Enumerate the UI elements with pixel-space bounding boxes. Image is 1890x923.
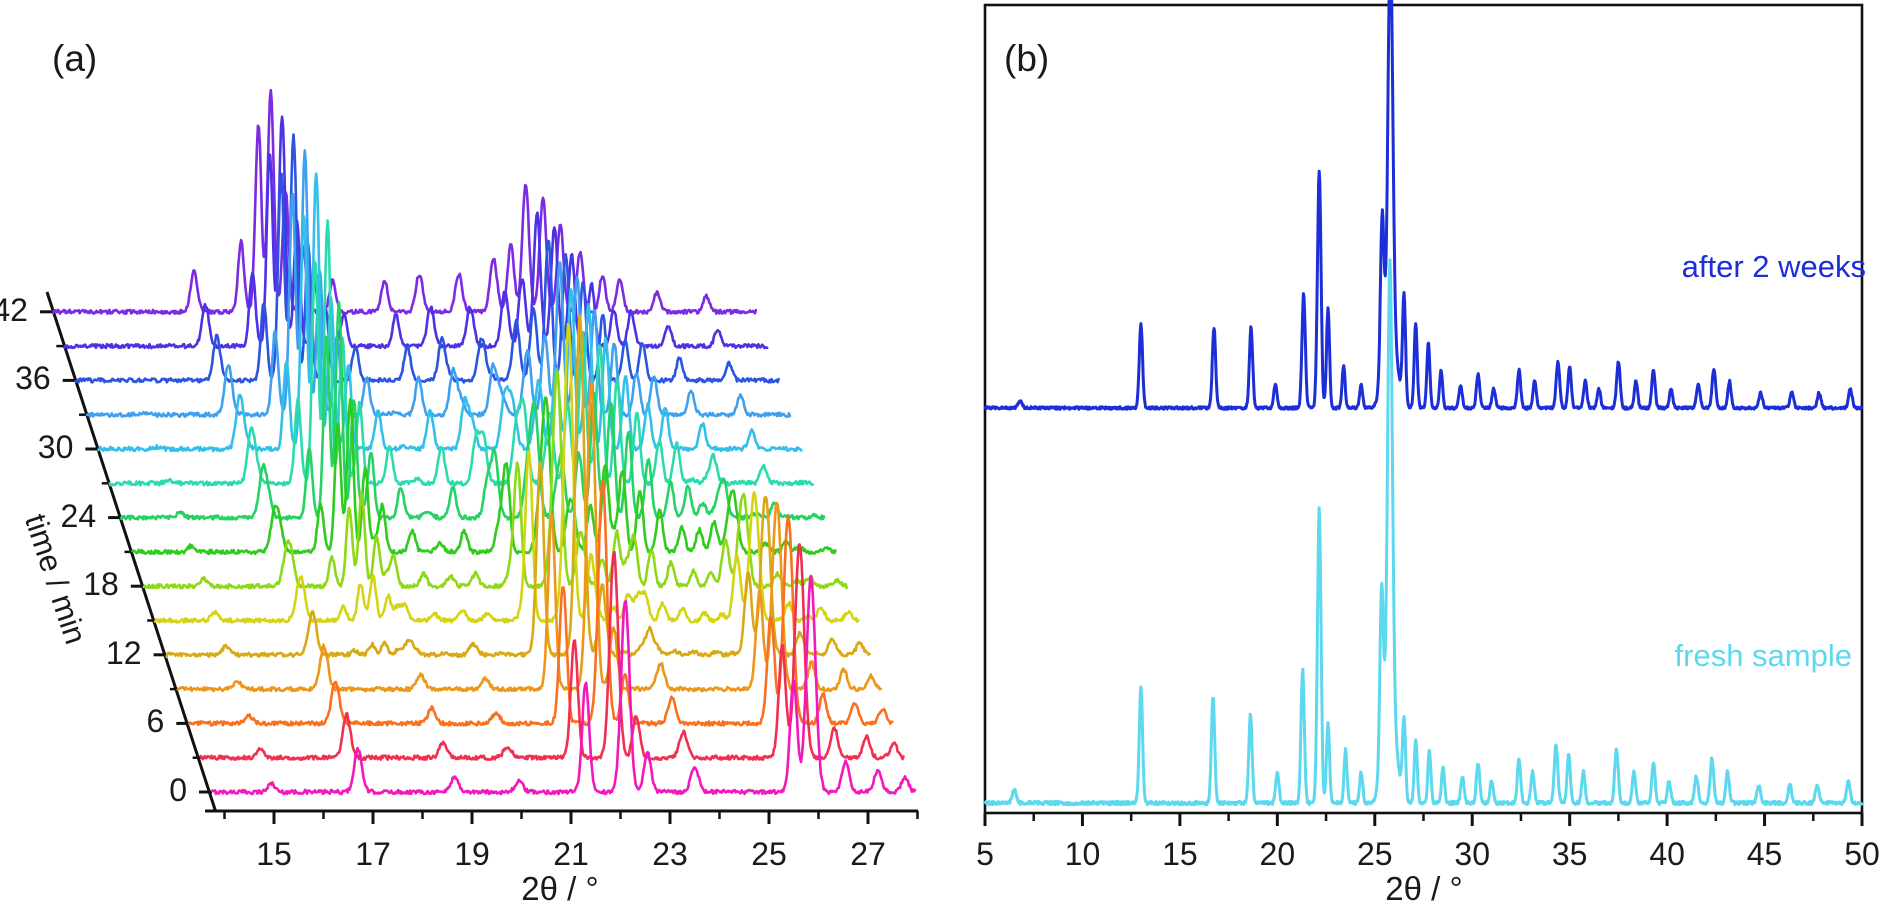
panel-a-time-tick-label: 6	[146, 703, 165, 740]
xrd-pattern-fresh-sample	[983, 258, 1864, 807]
panel-b-x-tick-label: 50	[1844, 836, 1880, 872]
panel-a-time-tick-label: 0	[169, 772, 187, 808]
xrd-pattern-after-2-weeks	[983, 0, 1864, 411]
xrd-waterfall-trace-t21	[131, 396, 837, 556]
panel-a-time-tick-label: 30	[37, 429, 74, 465]
xrd-waterfall-trace-t3	[199, 543, 905, 762]
panel-b-x-tick-label: 10	[1064, 836, 1101, 872]
xrd-waterfall-trace-t36	[74, 133, 780, 384]
panel-b-x-tick-label: 40	[1649, 836, 1685, 872]
panel-b-x-tick-label: 25	[1356, 836, 1393, 872]
xrd-waterfall-trace-t12	[165, 314, 871, 659]
series-label-after-2-weeks: after 2 weeks	[1681, 249, 1866, 284]
panel-a-time-tick-label: 12	[105, 634, 142, 671]
xrd-waterfall-trace-t27	[108, 219, 815, 487]
panel-a-label: (a)	[52, 38, 98, 79]
panel-a-time-tick-label: 18	[83, 566, 119, 603]
panel-a-x-tick-label: 21	[553, 836, 589, 872]
xrd-waterfall-trace-t24	[119, 300, 826, 521]
panel-a-x-tick-label: 15	[256, 836, 292, 872]
series-label-fresh-sample: fresh sample	[1674, 638, 1852, 673]
xrd-waterfall-trace-t33	[85, 149, 792, 419]
xrd-waterfall-trace-t30	[97, 172, 803, 453]
xrd-waterfall-trace-t42	[51, 88, 758, 316]
panel-a-time-tick-label: 36	[15, 360, 51, 397]
panel-a-x-axis-title: 2θ / °	[521, 870, 599, 907]
panel-b-x-tick-label: 20	[1259, 836, 1296, 872]
xrd-waterfall-trace-t15	[153, 322, 860, 624]
xrd-waterfall-trace-t39	[63, 115, 769, 350]
panel-a-time-tick-label: 42	[0, 291, 28, 328]
xrd-waterfall-trace-t18	[142, 368, 849, 590]
xrd-waterfall-trace-t6	[188, 479, 894, 727]
panel-b-x-tick-label: 5	[976, 836, 994, 872]
panel-a-time-tick-label: 24	[60, 497, 97, 534]
panel-b-x-tick-label: 30	[1454, 836, 1491, 872]
panel-b-x-axis-title: 2θ / °	[1385, 870, 1463, 907]
panel-a-x-tick-label: 19	[454, 836, 490, 872]
panel-b-x-tick-label: 45	[1746, 836, 1783, 872]
panel-b-x-tick-label: 35	[1551, 836, 1588, 872]
panel-a-x-tick-label: 25	[751, 836, 787, 872]
panel-a-x-tick-label: 27	[850, 836, 886, 872]
xrd-waterfall-trace-t0	[210, 574, 917, 796]
panel-b-x-tick-label: 15	[1162, 836, 1198, 872]
panel-a-x-tick-label: 17	[355, 836, 391, 872]
xrd-waterfall-trace-t9	[176, 380, 883, 693]
panel-b-label: (b)	[1004, 38, 1050, 79]
panel-a-x-tick-label: 23	[652, 836, 688, 872]
